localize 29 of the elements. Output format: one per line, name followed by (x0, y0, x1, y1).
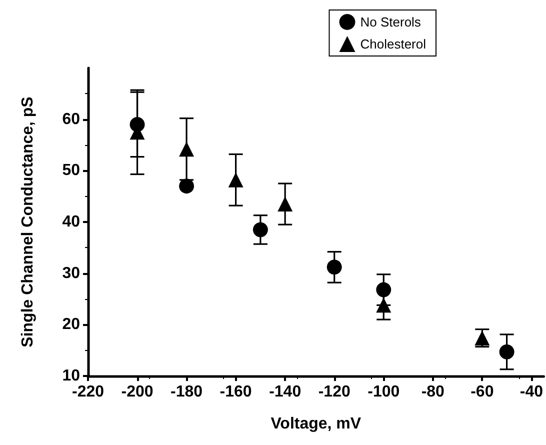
x-tick-label: -80 (421, 384, 445, 400)
x-tick-label: -180 (170, 384, 203, 400)
y-axis-title: Single Channel Conductance, pS (20, 96, 36, 348)
x-tick-label: -40 (520, 384, 544, 400)
x-axis-title: Voltage, mV (270, 416, 362, 432)
point (252, 222, 268, 238)
x-tick-label: -220 (72, 384, 104, 400)
y-tick-label: 60 (62, 110, 80, 128)
x-tick-label: -100 (368, 384, 400, 400)
y-tick-label: 20 (62, 316, 80, 334)
y-tick-label: 50 (62, 162, 80, 180)
point (228, 172, 244, 188)
legend-label: No Sterols (360, 14, 422, 30)
point (179, 178, 194, 194)
point (376, 298, 392, 313)
x-tick-label: -200 (121, 384, 154, 400)
y-tick-label: 10 (62, 368, 80, 384)
point (376, 282, 392, 298)
x-tick-label: -60 (470, 384, 494, 400)
legend-label: Cholesterol (360, 36, 426, 52)
point (278, 196, 293, 212)
point (179, 142, 194, 157)
point (326, 260, 342, 275)
point (499, 344, 514, 360)
y-tick-label: 30 (62, 264, 80, 282)
x-tick-label: -140 (269, 384, 302, 400)
x-tick-label: -120 (318, 384, 350, 400)
y-tick-label: 40 (62, 214, 80, 230)
x-tick-label: -160 (220, 384, 252, 400)
